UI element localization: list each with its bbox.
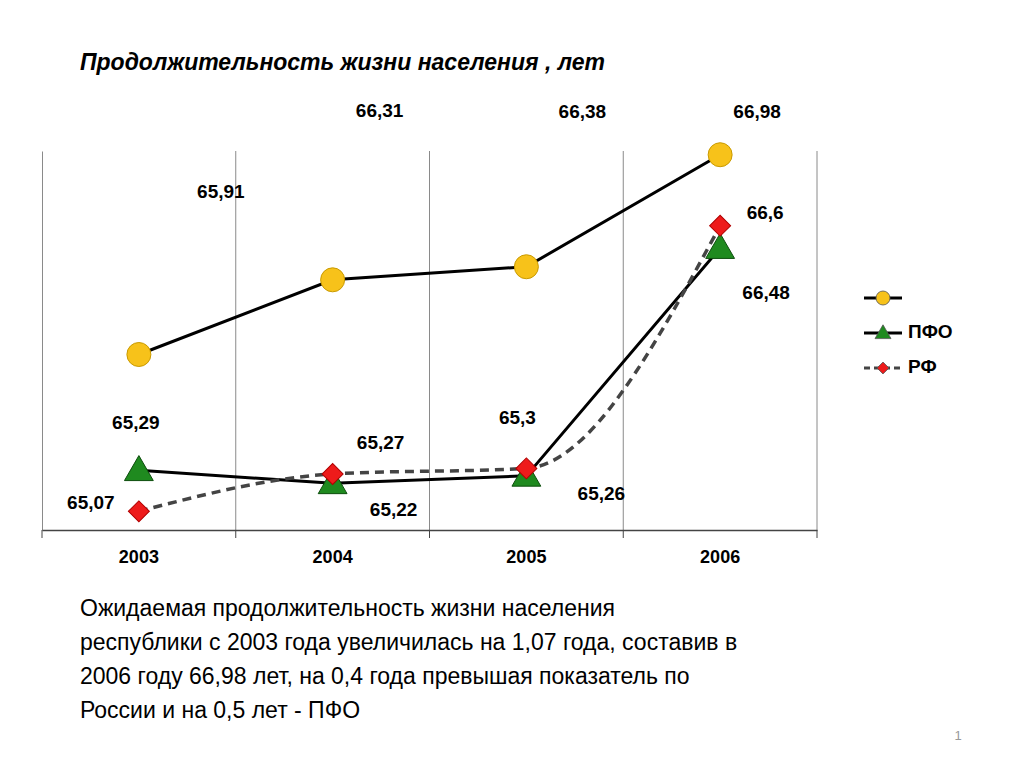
y-axis-line [42,152,43,531]
x-tick-label: 2003 [119,547,159,567]
legend-marker [875,325,891,339]
x-tick: 2004 [313,530,353,567]
data-label: 65,07 [67,492,115,513]
data-point [321,268,345,292]
data-label: 65,26 [578,483,626,504]
data-label: 65,3 [499,407,536,428]
chart: Продолжительность жизни населения , лет 2… [0,0,1024,768]
axis-boundary-tick [623,530,624,538]
title: Продолжительность жизни населения , лет [80,49,605,75]
data-labels: 65,91 66,31 66,38 66,98 65,29 65,22 65,26 66,48… [67,100,790,521]
x-tick-label: 2006 [700,547,740,567]
text-line: Ожидаемая продолжительность жизни населе… [80,595,615,621]
data-point [127,343,151,367]
legend: ПФО РФ [864,291,953,377]
legend-entry [864,291,902,305]
grid [236,151,817,530]
x-tick: 2003 [119,530,159,567]
grid-line [623,151,624,530]
axis-boundary-tick [817,530,818,538]
plot-area [124,143,734,522]
x-tick-label: 2004 [313,547,353,567]
data-point [514,255,538,279]
legend-label: РФ [908,356,937,377]
x-tick-label: 2005 [506,547,546,567]
text-line: России и на 0,5 лет - ПФО [80,697,360,723]
grid-line [235,151,236,530]
x-tick: 2005 [506,530,546,567]
axis-boundary-tick [235,530,236,538]
series-line [139,248,720,483]
data-label: 66,48 [742,282,790,303]
x-axis: 2003 2004 2005 2006 [43,530,818,567]
grid-line [429,151,430,530]
data-point [516,458,537,479]
data-label: 66,98 [733,101,781,122]
data-label: 65,22 [370,499,418,520]
legend-entry: ПФО [864,321,953,342]
data-point [124,456,153,481]
data-point [710,215,731,236]
legend-label: ПФО [908,321,953,342]
data-label: 65,29 [112,412,160,433]
data-label: 65,91 [197,181,245,202]
legend-marker [876,291,890,305]
series-line [139,155,720,355]
text-line: республики с 2003 года увеличилась на 1,… [80,629,737,655]
text-line: 2006 году 66,98 лет, на 0,4 года превыша… [80,663,690,689]
x-tick: 2006 [700,530,740,567]
grid-line [817,151,818,530]
legend-marker [877,362,889,374]
data-point [322,464,343,485]
axis-boundary-tick [429,530,430,538]
axis-boundary-tick [42,530,43,538]
series-line [139,226,720,512]
data-label: 65,27 [357,432,405,453]
slide-text: Ожидаемая продолжительность жизни населе… [80,595,737,723]
data-point [706,233,735,258]
data-point [708,143,732,167]
data-label: 66,31 [356,100,404,121]
page-number: 1 [954,728,961,743]
data-label: 66,38 [559,101,607,122]
y-axis [42,152,43,531]
data-label: 66,6 [747,202,784,223]
legend-entry: РФ [864,356,937,377]
data-point [128,501,149,522]
